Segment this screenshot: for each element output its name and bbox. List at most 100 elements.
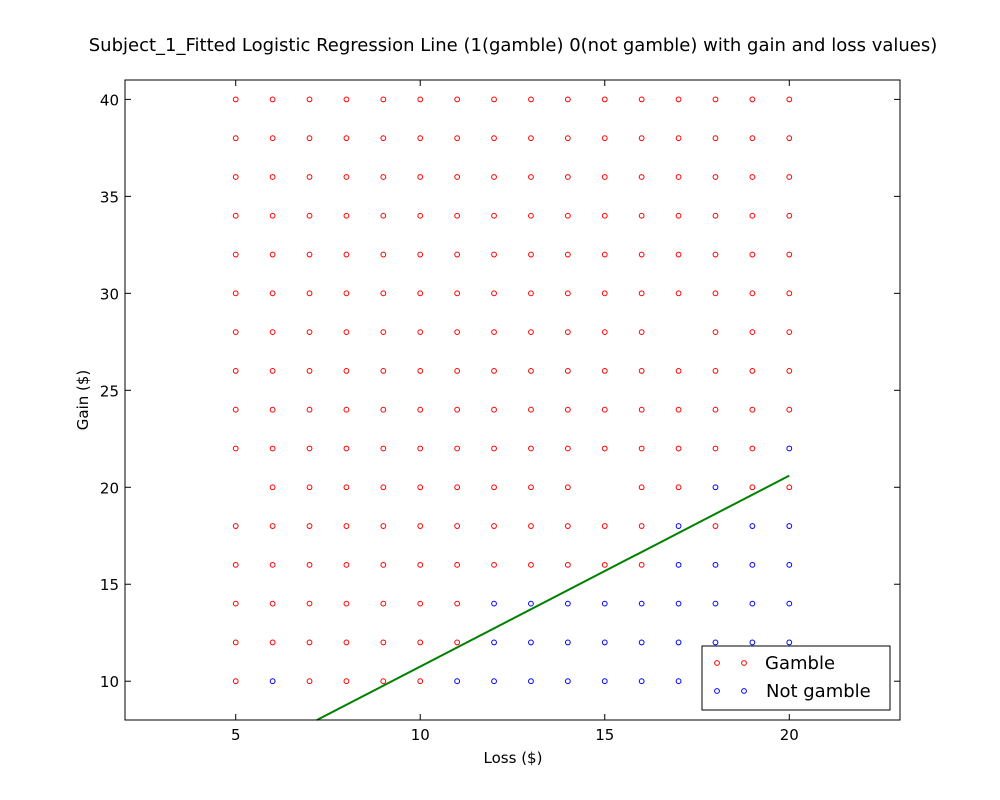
gamble-point bbox=[712, 251, 719, 258]
gamble-point bbox=[749, 174, 756, 180]
gamble-point bbox=[269, 561, 276, 568]
gamble-point bbox=[786, 406, 793, 413]
gamble-point bbox=[269, 290, 276, 297]
legend-marker-not-gamble bbox=[741, 688, 747, 694]
gamble-point bbox=[417, 406, 424, 413]
gamble-point bbox=[269, 329, 276, 336]
gamble-point bbox=[380, 251, 387, 258]
gamble-point bbox=[306, 445, 313, 452]
gamble-point bbox=[454, 484, 461, 491]
gamble-point bbox=[712, 212, 719, 219]
gamble-point bbox=[564, 251, 571, 258]
gamble-point bbox=[528, 368, 534, 374]
gamble-point bbox=[454, 600, 461, 607]
gamble-point bbox=[343, 212, 350, 219]
y-tick-label: 30 bbox=[100, 285, 119, 303]
gamble-point bbox=[417, 251, 424, 258]
gamble-point bbox=[564, 368, 571, 374]
fit-line bbox=[316, 474, 790, 721]
gamble-point bbox=[528, 329, 534, 336]
gamble-point bbox=[749, 212, 756, 219]
legend-box bbox=[701, 645, 891, 711]
gamble-point bbox=[454, 523, 461, 529]
gamble-point bbox=[638, 251, 645, 258]
not-gamble-point bbox=[528, 678, 534, 685]
gamble-point bbox=[638, 329, 645, 336]
gamble-point bbox=[675, 174, 682, 180]
gamble-point bbox=[675, 484, 682, 491]
gamble-point bbox=[638, 135, 645, 142]
x-tick-label: 10 bbox=[411, 726, 430, 744]
gamble-point bbox=[528, 135, 534, 142]
gamble-point bbox=[638, 445, 645, 452]
gamble-point bbox=[380, 329, 387, 336]
not-gamble-point bbox=[601, 600, 608, 607]
gamble-point bbox=[343, 600, 350, 607]
gamble-point bbox=[306, 251, 313, 258]
gamble-point bbox=[269, 600, 276, 607]
not-gamble-point bbox=[528, 639, 534, 646]
not-gamble-point bbox=[786, 639, 793, 646]
gamble-point bbox=[749, 368, 756, 374]
gamble-point bbox=[417, 600, 424, 607]
gamble-point bbox=[638, 484, 645, 491]
legend: Gamble Not gamble bbox=[701, 645, 891, 711]
not-gamble-point bbox=[712, 484, 719, 491]
gamble-point bbox=[491, 561, 497, 568]
legend-label-not-gamble: Not gamble bbox=[766, 681, 871, 702]
gamble-point bbox=[491, 174, 497, 180]
gamble-point bbox=[306, 600, 313, 607]
gamble-point bbox=[417, 290, 424, 297]
gamble-point bbox=[380, 96, 387, 103]
gamble-point bbox=[675, 406, 682, 413]
gamble-point bbox=[269, 96, 276, 103]
gamble-point bbox=[564, 96, 571, 103]
gamble-point bbox=[306, 135, 313, 142]
gamble-point bbox=[564, 135, 571, 142]
gamble-point bbox=[601, 523, 608, 529]
gamble-point bbox=[564, 290, 571, 297]
y-tick-label: 40 bbox=[100, 91, 119, 109]
gamble-point bbox=[712, 523, 719, 529]
gamble-point bbox=[638, 174, 645, 180]
gamble-point bbox=[343, 135, 350, 142]
gamble-point bbox=[564, 523, 571, 529]
gamble-point bbox=[306, 406, 313, 413]
not-gamble-point bbox=[675, 523, 682, 529]
gamble-point bbox=[712, 406, 719, 413]
gamble-point bbox=[343, 174, 350, 180]
gamble-point bbox=[491, 96, 497, 103]
not-gamble-point bbox=[638, 600, 645, 607]
gamble-point bbox=[454, 561, 461, 568]
gamble-point bbox=[417, 561, 424, 568]
axes-frame bbox=[124, 79, 901, 721]
gamble-point bbox=[712, 329, 719, 336]
tick-labels-layer: 5 10 15 20 10 15 20 25 30 35 40 bbox=[100, 91, 799, 744]
gamble-point bbox=[454, 96, 461, 103]
gamble-point bbox=[343, 484, 350, 491]
gamble-point bbox=[417, 96, 424, 103]
y-tick-label: 20 bbox=[100, 479, 119, 497]
not-gamble-point bbox=[786, 600, 793, 607]
gamble-point bbox=[269, 484, 276, 491]
tick-marks-layer bbox=[125, 80, 900, 720]
gamble-point bbox=[749, 406, 756, 413]
gamble-point bbox=[601, 251, 608, 258]
not-gamble-point bbox=[786, 561, 793, 568]
gamble-point bbox=[638, 212, 645, 219]
not-gamble-point bbox=[601, 639, 608, 646]
gamble-point bbox=[417, 639, 424, 646]
gamble-point bbox=[675, 135, 682, 142]
gamble-point bbox=[306, 174, 313, 180]
data-points-layer bbox=[232, 96, 793, 685]
not-gamble-point bbox=[638, 639, 645, 646]
gamble-point bbox=[454, 639, 461, 646]
not-gamble-point bbox=[712, 600, 719, 607]
gamble-point bbox=[638, 96, 645, 103]
gamble-point bbox=[232, 174, 239, 180]
gamble-point bbox=[601, 212, 608, 219]
gamble-point bbox=[232, 96, 239, 103]
gamble-point bbox=[528, 96, 534, 103]
gamble-point bbox=[380, 290, 387, 297]
